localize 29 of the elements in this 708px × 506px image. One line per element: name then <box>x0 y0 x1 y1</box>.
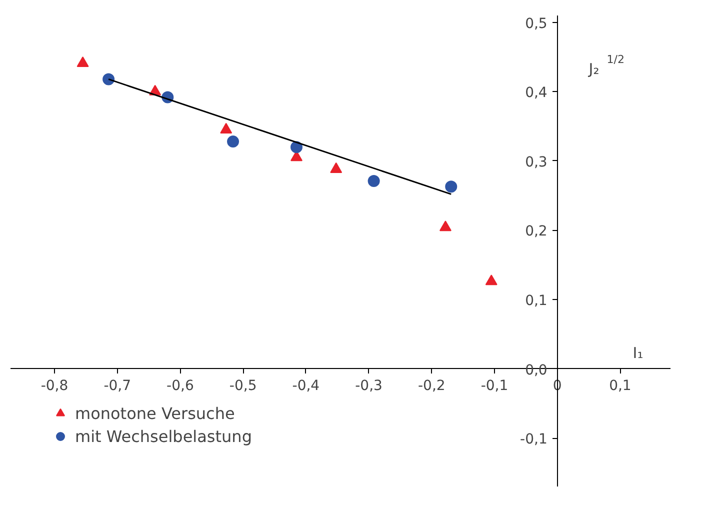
point <box>330 162 342 173</box>
y-tick-label: 0,1 <box>525 292 548 309</box>
y-tick-label: 0,2 <box>525 224 548 240</box>
x-tick-label: -0,4 <box>292 378 320 394</box>
point <box>227 136 240 148</box>
x-tick-label: -0,7 <box>104 378 132 394</box>
x-tick-label: -0,3 <box>355 378 382 394</box>
point <box>102 73 115 86</box>
point <box>290 141 302 154</box>
legend-label: mit Wechselbelastung <box>75 426 252 446</box>
x-tick-label: 0,1 <box>609 378 632 394</box>
point <box>485 274 498 286</box>
x-tick-label: -0,2 <box>418 378 446 394</box>
point <box>439 220 452 232</box>
x-tick-label: -0,5 <box>229 378 257 394</box>
point <box>445 180 458 193</box>
y-axis-title: J₂1/2 <box>588 52 624 78</box>
y-tick-label: 0,5 <box>525 16 548 32</box>
legend-label: monotone Versuche <box>75 404 235 422</box>
y-tick-label: 0,4 <box>525 85 548 102</box>
point <box>76 56 89 67</box>
y-tick-label: 0,3 <box>525 154 548 170</box>
x-tick-label: -0,1 <box>480 378 508 394</box>
point <box>220 122 232 134</box>
point <box>368 175 380 188</box>
x-axis-title: I₁ <box>632 344 644 362</box>
x-tick-label: -0,6 <box>166 378 194 394</box>
y-tick-label: -0,1 <box>520 432 548 448</box>
x-tick-label: -0,8 <box>40 378 68 394</box>
